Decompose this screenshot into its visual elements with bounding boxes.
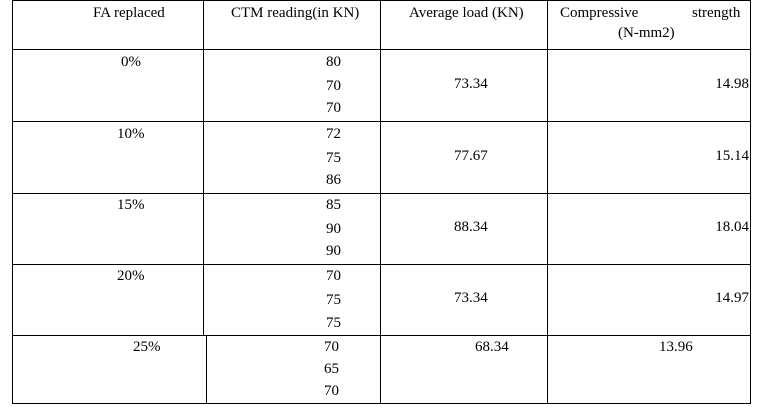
row-3-strength: 14.97 <box>715 290 749 306</box>
header-units: (N-mm2) <box>618 25 675 41</box>
row-1-reading-2: 75 <box>326 150 341 166</box>
rule-right <box>750 0 751 404</box>
rule-col-1-last <box>206 335 207 404</box>
row-2-reading-1: 85 <box>326 197 341 213</box>
row-2-reading-3: 90 <box>326 243 341 259</box>
row-0-average: 73.34 <box>454 76 488 92</box>
row-3-average: 73.34 <box>454 290 488 306</box>
row-3-reading-1: 70 <box>326 268 341 284</box>
rule-row-2-bottom <box>12 264 751 265</box>
row-1-strength: 15.14 <box>715 148 749 164</box>
rule-top <box>12 0 751 1</box>
header-strength: strength <box>692 5 741 21</box>
row-0-reading-1: 80 <box>326 54 341 70</box>
rule-bottom <box>12 403 751 404</box>
row-0-strength: 14.98 <box>715 76 749 92</box>
rule-col-2 <box>380 0 381 404</box>
row-1-reading-3: 86 <box>326 172 341 188</box>
row-4-strength: 13.96 <box>659 339 693 355</box>
rule-col-3 <box>547 0 548 404</box>
row-0-reading-2: 70 <box>326 78 341 94</box>
row-2-strength: 18.04 <box>715 219 749 235</box>
row-1-average: 77.67 <box>454 148 488 164</box>
header-fa-replaced: FA replaced <box>93 5 165 21</box>
row-4-reading-3: 70 <box>324 383 339 399</box>
row-1-reading-1: 72 <box>326 126 341 142</box>
header-ctm-reading: CTM reading(in KN) <box>231 5 360 21</box>
rule-header-bottom <box>12 49 751 50</box>
row-3-reading-3: 75 <box>326 315 341 331</box>
row-0-fa: 0% <box>121 54 141 70</box>
row-4-average: 68.34 <box>475 339 509 355</box>
row-3-reading-2: 75 <box>326 292 341 308</box>
row-4-reading-1: 70 <box>324 339 339 355</box>
row-2-average: 88.34 <box>454 219 488 235</box>
row-1-fa: 10% <box>117 126 145 142</box>
rule-col-1 <box>203 0 204 336</box>
row-4-fa: 25% <box>133 339 161 355</box>
row-2-reading-2: 90 <box>326 221 341 237</box>
row-4-reading-2: 65 <box>324 361 339 377</box>
rule-left <box>12 0 13 404</box>
row-0-reading-3: 70 <box>326 100 341 116</box>
row-3-fa: 20% <box>117 268 145 284</box>
row-2-fa: 15% <box>117 197 145 213</box>
header-average-load: Average load (KN) <box>409 5 524 21</box>
rule-row-0-bottom <box>12 121 751 122</box>
rule-row-3-bottom <box>12 335 751 336</box>
header-compressive: Compressive <box>560 5 639 21</box>
rule-row-1-bottom <box>12 193 751 194</box>
